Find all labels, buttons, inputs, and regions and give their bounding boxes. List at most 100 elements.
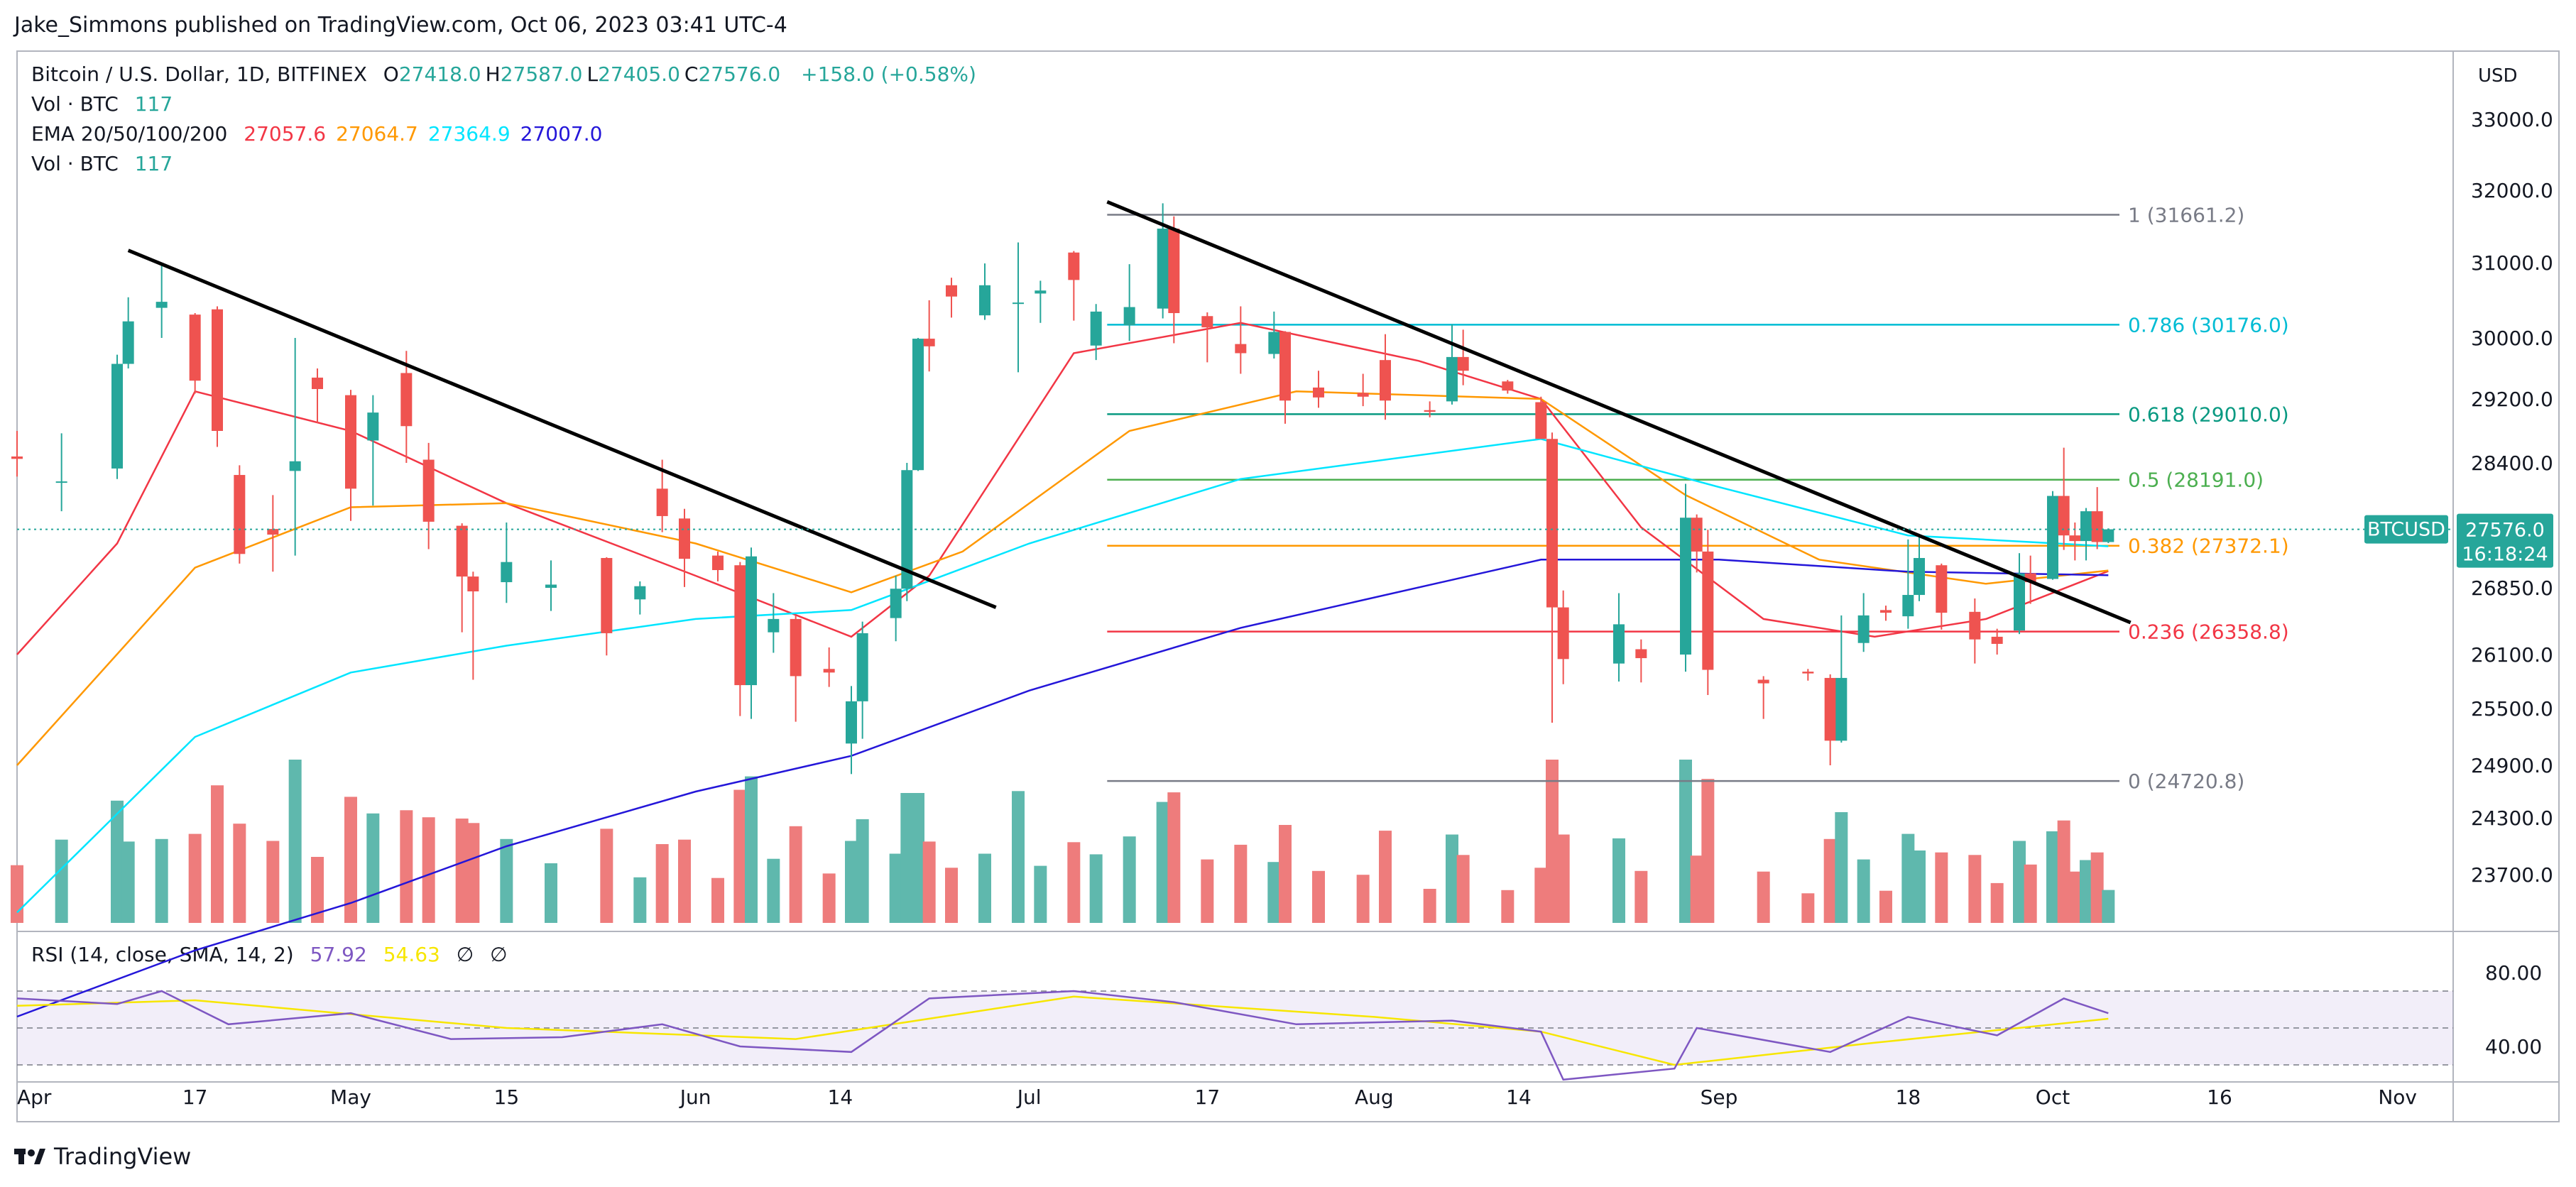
symbol-badge-text: BTCUSD — [2367, 519, 2445, 541]
candle-body — [979, 285, 990, 316]
volume-value-2: 117 — [134, 152, 173, 175]
ohlc-key: L — [586, 62, 599, 86]
time-tick-label: 17 — [182, 1085, 208, 1109]
candle-body — [456, 525, 468, 577]
candle-body — [400, 373, 413, 427]
price-tick-label: 26100.0 — [2471, 643, 2553, 667]
candle-body — [946, 285, 957, 297]
symbol-name[interactable]: Bitcoin / U.S. Dollar, 1D, BITFINEX — [31, 62, 367, 86]
volume-label-2[interactable]: Vol · BTC — [31, 152, 119, 175]
fib-label: 1 (31661.2) — [2128, 204, 2244, 227]
candle-body — [912, 339, 924, 471]
grid-layer — [16, 50, 2560, 1122]
volume-bar — [2102, 890, 2115, 923]
candle-body — [1168, 229, 1180, 314]
currency-label[interactable]: USD — [2478, 65, 2518, 87]
rsi-tick-label: 40.00 — [2485, 1035, 2542, 1059]
ema-line — [16, 438, 2109, 914]
volume-bar — [111, 800, 124, 923]
trendline — [127, 248, 997, 609]
volume-bar — [2046, 831, 2059, 923]
ema-line — [16, 559, 2109, 1018]
volume-bar — [922, 841, 936, 923]
volume-bar — [233, 824, 246, 923]
volume-bar — [1990, 882, 2004, 923]
price-tick-label: 32000.0 — [2471, 179, 2553, 202]
ema-values: 27057.6 27064.7 27364.9 27007.0 — [244, 122, 612, 146]
candle-body — [189, 314, 201, 381]
time-tick-label: Jul — [1016, 1085, 1042, 1109]
price-tick-label: 28400.0 — [2471, 452, 2553, 475]
time-tick-label: 15 — [494, 1085, 520, 1109]
candle-body — [790, 618, 802, 677]
volume-bar — [945, 868, 958, 923]
price-tick-label: 29200.0 — [2471, 388, 2553, 411]
volume-bar — [912, 793, 924, 923]
candle-body — [1702, 551, 1714, 670]
candle-body — [923, 339, 935, 346]
ohlc-l: L27405.0 — [586, 62, 680, 86]
volume-bar — [1968, 855, 1982, 923]
candle-body — [1914, 557, 1925, 596]
volume-bar — [1823, 838, 1837, 923]
volume-bar — [678, 839, 691, 923]
time-tick-label: 16 — [2207, 1085, 2232, 1109]
volume-bars — [11, 760, 2115, 923]
volume-bar — [422, 817, 435, 923]
volume-bar — [600, 828, 613, 923]
volume-bar — [344, 797, 357, 923]
time-tick-label: 17 — [1195, 1085, 1221, 1109]
volume-bar — [2068, 871, 2082, 923]
candle-body — [634, 586, 646, 600]
candle-body — [501, 562, 513, 583]
ohlc-key: H — [485, 62, 501, 86]
volume-bar — [2090, 852, 2104, 923]
price-tick-label: 26850.0 — [2471, 576, 2553, 600]
candle-body — [111, 363, 123, 469]
candle-body — [1279, 332, 1291, 401]
volume-bar — [1423, 889, 1436, 923]
ema-value-2: 27364.9 — [427, 122, 511, 146]
volume-bar — [500, 838, 513, 923]
price-tick-label: 23700.0 — [2471, 863, 2553, 887]
ema-value-1: 27064.7 — [336, 122, 418, 146]
volume-bar — [211, 785, 224, 923]
ema-label[interactable]: EMA 20/50/100/200 — [31, 122, 228, 146]
time-tick-label: Sep — [1701, 1085, 1738, 1109]
volume-label[interactable]: Vol · BTC — [31, 92, 119, 116]
candle-body — [1557, 607, 1569, 660]
candle-body — [712, 555, 724, 571]
candle-body — [679, 518, 690, 559]
time-tick-label: May — [330, 1085, 371, 1109]
time-tick-label: Nov — [2378, 1085, 2417, 1109]
brand-footer[interactable]: TradingView — [14, 1143, 191, 1170]
price-badge: BTCUSD 27576.016:18:24 — [2364, 513, 2553, 568]
volume-bar — [1034, 865, 1047, 923]
candle-body — [1380, 360, 1391, 401]
volume-value: 117 — [134, 92, 173, 116]
volume-bar — [400, 810, 413, 923]
rsi-value: 57.92 — [310, 943, 367, 966]
ohlc-value: 27418.0 — [398, 62, 481, 86]
volume-bar — [2057, 820, 2070, 923]
candle-body — [422, 459, 435, 522]
candle-body — [545, 584, 557, 588]
candle-body — [2102, 529, 2114, 542]
volume-bar — [1879, 890, 1892, 923]
volume-bar — [1446, 834, 1458, 923]
volume-bar — [1012, 791, 1025, 923]
candle-body — [1635, 649, 1647, 659]
volume-bar — [1556, 834, 1570, 923]
volume-bar — [1267, 862, 1281, 923]
candle-body — [289, 461, 301, 471]
candle-body — [1457, 356, 1469, 371]
volume-legend-2: Vol · BTC 117 — [31, 152, 182, 175]
price-tick-label: 31000.0 — [2471, 251, 2553, 275]
candle-body — [856, 633, 868, 701]
candle-body — [155, 302, 168, 308]
volume-bar — [1801, 893, 1815, 923]
volume-bar — [856, 819, 869, 923]
fib-label: 0.618 (29010.0) — [2128, 403, 2289, 426]
candle-body — [1691, 518, 1703, 552]
